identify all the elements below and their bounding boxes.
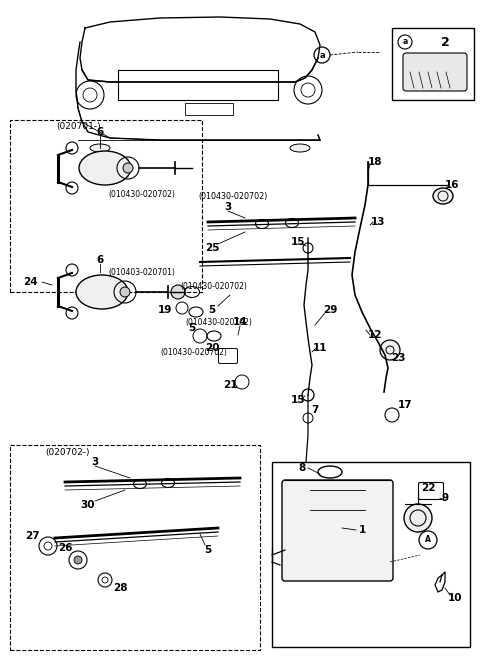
Bar xyxy=(185,103,233,115)
Text: (020701-): (020701-) xyxy=(56,123,101,131)
Text: 24: 24 xyxy=(23,277,37,287)
Text: A: A xyxy=(425,535,431,544)
Text: 6: 6 xyxy=(96,127,104,137)
Text: (010430-020702): (010430-020702) xyxy=(180,281,247,291)
Text: 23: 23 xyxy=(391,353,405,363)
Text: a: a xyxy=(319,51,325,60)
Text: (020702-): (020702-) xyxy=(45,447,89,457)
Ellipse shape xyxy=(133,480,146,489)
Text: 21: 21 xyxy=(223,380,237,390)
Text: 11: 11 xyxy=(313,343,327,353)
Text: 12: 12 xyxy=(368,330,382,340)
Ellipse shape xyxy=(433,188,453,204)
Ellipse shape xyxy=(90,144,110,152)
Ellipse shape xyxy=(79,151,131,185)
Text: 15: 15 xyxy=(291,237,305,247)
Ellipse shape xyxy=(161,478,175,487)
Text: 18: 18 xyxy=(368,157,382,167)
Text: 19: 19 xyxy=(158,305,172,315)
FancyBboxPatch shape xyxy=(403,53,467,91)
Text: 26: 26 xyxy=(58,543,72,553)
Text: 16: 16 xyxy=(445,180,459,190)
Ellipse shape xyxy=(318,466,342,478)
Text: 5: 5 xyxy=(204,545,212,555)
Text: 17: 17 xyxy=(398,400,412,410)
Text: 13: 13 xyxy=(371,217,385,227)
Text: 15: 15 xyxy=(291,395,305,405)
Text: 3: 3 xyxy=(224,202,232,212)
Bar xyxy=(10,120,202,292)
Circle shape xyxy=(171,285,185,299)
Text: 22: 22 xyxy=(421,483,435,493)
FancyBboxPatch shape xyxy=(218,348,238,363)
Text: 5: 5 xyxy=(188,323,196,333)
Ellipse shape xyxy=(290,144,310,152)
FancyBboxPatch shape xyxy=(282,480,393,581)
Circle shape xyxy=(123,163,133,173)
Circle shape xyxy=(120,287,130,297)
Text: 8: 8 xyxy=(299,463,306,473)
Text: 10: 10 xyxy=(448,593,462,603)
Ellipse shape xyxy=(404,504,432,532)
Text: (010430-020702): (010430-020702) xyxy=(108,190,175,199)
Text: 30: 30 xyxy=(81,500,95,510)
Text: 29: 29 xyxy=(323,305,337,315)
Ellipse shape xyxy=(255,220,268,228)
Circle shape xyxy=(380,340,400,360)
Text: 14: 14 xyxy=(233,317,247,327)
Text: 28: 28 xyxy=(113,583,127,593)
Circle shape xyxy=(74,556,82,564)
Text: 25: 25 xyxy=(205,243,219,253)
Bar xyxy=(392,28,474,100)
Text: (010430-020702): (010430-020702) xyxy=(160,348,227,358)
Text: 7: 7 xyxy=(312,405,319,415)
Text: 9: 9 xyxy=(442,493,449,503)
Text: (010403-020701): (010403-020701) xyxy=(108,268,175,276)
Ellipse shape xyxy=(286,218,299,228)
Bar xyxy=(272,462,470,647)
Text: (010430-020702): (010430-020702) xyxy=(185,318,252,327)
Bar xyxy=(10,445,260,650)
Text: 3: 3 xyxy=(91,457,98,467)
Text: 6: 6 xyxy=(96,255,104,265)
FancyBboxPatch shape xyxy=(419,483,444,499)
Text: (010430-020702): (010430-020702) xyxy=(198,192,267,201)
Text: 2: 2 xyxy=(441,37,449,49)
Text: 20: 20 xyxy=(205,343,219,353)
Text: 27: 27 xyxy=(24,531,39,541)
Text: a: a xyxy=(402,37,408,47)
Ellipse shape xyxy=(76,275,128,309)
Text: 1: 1 xyxy=(359,525,366,535)
Text: 5: 5 xyxy=(208,305,216,315)
